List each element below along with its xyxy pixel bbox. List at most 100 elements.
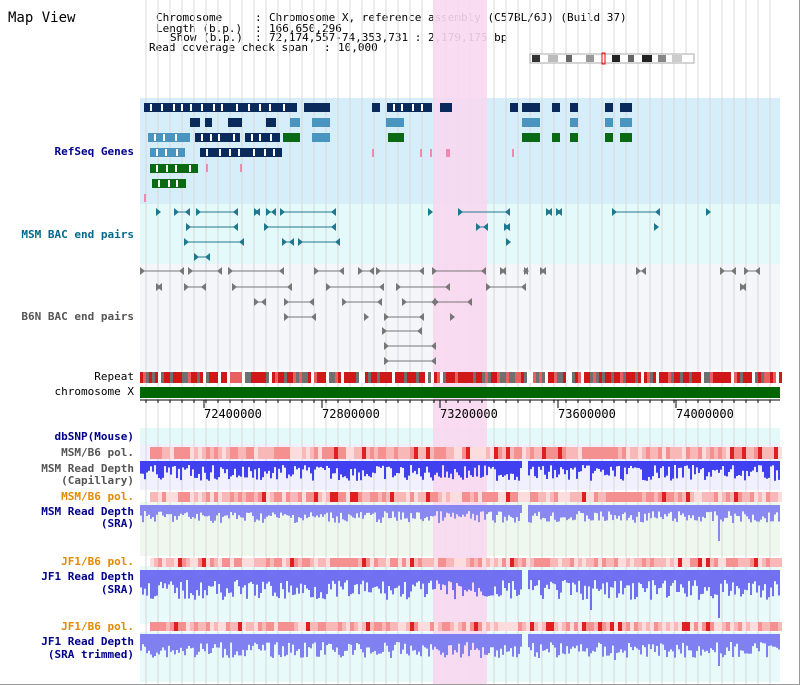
depth-bar — [678, 461, 680, 468]
pol-cell — [678, 558, 682, 567]
depth-bar — [568, 505, 570, 519]
jf1-b6-pol-label-1[interactable]: JF1/B6 pol. — [61, 555, 134, 568]
jf1-depth-trim-label-1[interactable]: JF1 Read Depth — [41, 635, 134, 648]
pol-cell — [546, 492, 550, 502]
b6n-bac-end — [641, 267, 646, 275]
pol-cell — [446, 622, 450, 631]
depth-bar — [328, 634, 330, 644]
depth-bar — [754, 634, 756, 644]
pol-cell — [610, 492, 614, 502]
repeat-segment — [383, 372, 386, 383]
depth-bar — [330, 634, 332, 644]
depth-bar — [734, 505, 736, 514]
jf1-depth-sra-label-1[interactable]: JF1 Read Depth — [41, 570, 134, 583]
pol-cell — [618, 492, 622, 502]
pol-cell — [338, 492, 342, 502]
depth-bar — [742, 570, 744, 594]
repeat-segment — [614, 372, 617, 383]
depth-bar — [682, 461, 684, 478]
depth-bar — [516, 461, 518, 477]
pol-cell — [334, 622, 338, 631]
pol-cell — [262, 492, 266, 502]
depth-bar — [608, 505, 610, 512]
depth-bar — [714, 570, 716, 595]
pol-cell — [214, 447, 218, 459]
pol-cell — [718, 558, 722, 567]
pol-cell — [342, 447, 346, 459]
depth-bar — [264, 461, 266, 472]
msm-b6-pol-label-2[interactable]: MSM/B6 pol. — [61, 490, 134, 503]
pol-cell — [546, 622, 550, 631]
depth-bar — [704, 505, 706, 519]
repeat-segment — [431, 372, 434, 383]
depth-bar — [226, 461, 228, 470]
depth-bar — [554, 461, 556, 470]
pol-cell — [558, 492, 562, 502]
pol-cell — [578, 622, 582, 631]
depth-bar — [270, 570, 272, 586]
depth-bar — [338, 570, 340, 581]
repeat-segment — [191, 372, 194, 383]
gene-marker — [430, 149, 432, 157]
depth-bar — [678, 634, 680, 650]
pol-cell — [730, 622, 734, 631]
msm-depth-sra-label-1[interactable]: MSM Read Depth — [41, 505, 134, 518]
b6n-bac-end — [541, 267, 546, 275]
depth-bar — [174, 634, 176, 655]
repeat-segment — [206, 372, 209, 383]
depth-bar — [518, 634, 520, 654]
depth-bar — [382, 634, 384, 652]
depth-bar — [758, 505, 760, 522]
b6n-bac-label[interactable]: B6N BAC end pairs — [21, 310, 134, 323]
depth-bar — [144, 634, 146, 647]
depth-bar — [374, 634, 376, 651]
pol-cell — [662, 447, 666, 459]
depth-bar — [290, 461, 292, 477]
repeat-segment — [311, 372, 314, 383]
pol-cell — [610, 558, 614, 567]
gene-feature — [605, 103, 613, 112]
depth-bar — [610, 461, 612, 467]
repeat-segment — [500, 372, 503, 383]
depth-bar — [164, 570, 166, 584]
pol-cell — [482, 622, 486, 631]
gene-feature — [620, 133, 632, 142]
depth-bar — [554, 570, 556, 585]
pol-cell — [314, 622, 318, 631]
pol-cell — [230, 558, 234, 567]
depth-bar — [268, 570, 270, 582]
msm-depth-cap-label-1[interactable]: MSM Read Depth — [41, 462, 134, 475]
pol-cell — [506, 492, 510, 502]
repeat-track — [140, 372, 782, 383]
depth-bar — [276, 461, 278, 480]
depth-bar — [684, 461, 686, 466]
pol-cell — [682, 447, 686, 459]
pol-cell — [486, 558, 490, 567]
depth-bar — [202, 505, 204, 516]
repeat-segment — [737, 372, 740, 383]
pol-cell — [302, 558, 306, 567]
depth-bar — [164, 505, 166, 518]
depth-bar — [462, 634, 464, 654]
depth-bar — [428, 461, 430, 473]
pol-cell — [358, 492, 362, 502]
depth-bar — [626, 505, 628, 521]
depth-bar — [408, 505, 410, 523]
dbsnp-label[interactable]: dbSNP(Mouse) — [54, 430, 134, 443]
msm-bac-end — [271, 208, 276, 216]
pol-cell — [718, 447, 722, 459]
pol-cell — [770, 447, 774, 459]
pol-cell — [698, 492, 702, 502]
msm-b6-pol-label-1[interactable]: MSM/B6 pol. — [61, 446, 134, 459]
depth-bar — [654, 570, 656, 586]
msm-bac-label[interactable]: MSM BAC end pairs — [21, 228, 134, 241]
repeat-segment — [140, 372, 143, 383]
jf1-b6-pol-label-2[interactable]: JF1/B6 pol. — [61, 620, 134, 633]
depth-bar — [404, 570, 406, 582]
b6n-bac-end — [261, 298, 266, 306]
repeat-segment — [368, 372, 371, 383]
depth-bar — [368, 634, 370, 648]
refseq-label[interactable]: RefSeq Genes — [54, 145, 134, 158]
repeat-segment — [716, 372, 719, 383]
